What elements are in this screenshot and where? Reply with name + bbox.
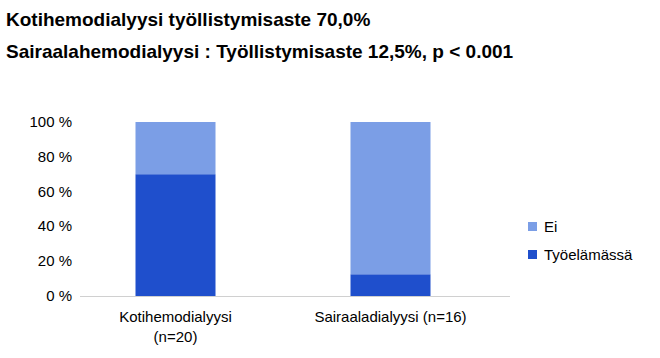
tick-mark	[76, 261, 80, 262]
y-tick-label: 60 %	[38, 183, 72, 200]
x-axis-line	[80, 296, 510, 297]
legend-swatch	[528, 222, 537, 231]
legend-swatch	[528, 250, 537, 259]
title: Kotihemodialyysi työllistymisaste 70,0%	[6, 9, 370, 30]
y-tick-label: 0 %	[46, 287, 72, 304]
y-tick-label: 100 %	[29, 113, 72, 130]
y-tick-label: 40 %	[38, 217, 72, 234]
bar	[351, 274, 431, 296]
bar	[136, 174, 216, 296]
y-tick-label: 80 %	[38, 148, 72, 165]
bar	[351, 122, 431, 274]
tick-mark	[76, 296, 80, 297]
legend-label: Ei	[544, 218, 557, 235]
x-tick-label: Sairaaladialyysi (n=16)	[314, 308, 466, 325]
x-tick-label: Kotihemodialyysi(n=20)	[119, 308, 232, 345]
legend-label: Työelämässä	[544, 246, 633, 263]
tick-mark	[76, 122, 80, 123]
tick-mark	[76, 191, 80, 192]
tick-mark	[76, 156, 80, 157]
bars	[136, 122, 431, 296]
y-tick-label: 20 %	[38, 252, 72, 269]
chart: Kotihemodialyysi työllistymisaste 70,0% S…	[0, 0, 660, 358]
subtitle: Sairaalahemodialyysi : Työllistymisaste …	[6, 41, 514, 62]
bar	[136, 122, 216, 174]
tick-mark	[76, 226, 80, 227]
